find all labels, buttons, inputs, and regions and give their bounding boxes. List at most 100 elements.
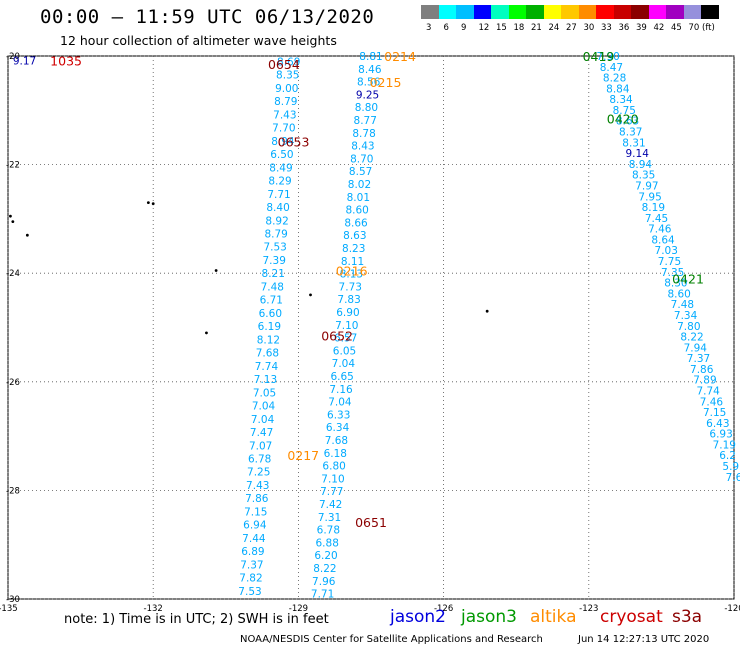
pass-time-label: 0419 (583, 49, 615, 64)
wave-height-value: 7.86 (690, 364, 714, 376)
wave-height-value: 7.15 (244, 506, 267, 518)
wave-height-value: 7.71 (311, 589, 334, 601)
wave-height-value: 8.13 (340, 269, 363, 281)
pass-time-label: 0215 (370, 75, 402, 90)
colorbar-swatch (508, 5, 526, 19)
colorbar-label: 36 (618, 23, 630, 33)
wave-height-value: 7.43 (273, 109, 296, 121)
wave-height-value: 7.10 (335, 320, 358, 332)
wave-height-value: 6.65 (330, 371, 353, 383)
wave-height-value: 7.44 (242, 533, 266, 545)
wave-height-value: 6.90 (336, 307, 359, 319)
pass-time-label: 0653 (278, 134, 310, 149)
lat-tick-label: -22 (6, 161, 20, 171)
wave-height-value: 7.70 (272, 123, 295, 135)
wave-height-value: 7.46 (648, 224, 672, 236)
wave-height-value: 8.22 (313, 563, 336, 575)
colorbar-label: 42 (653, 23, 665, 33)
wave-height-value: 7.94 (684, 342, 708, 354)
wave-height-value: 7.35 (661, 267, 684, 279)
wave-height-value: 6.19 (258, 321, 281, 333)
island-marker (485, 309, 489, 313)
colorbar-swatch (596, 5, 614, 19)
wave-height-value: 8.22 (680, 332, 703, 344)
pass-time-label: 0651 (355, 515, 387, 530)
colorbar-label: (ft) (702, 23, 715, 33)
wave-height-value: 7.04 (332, 358, 356, 370)
wave-height-value: 8.46 (358, 64, 382, 76)
island-marker (11, 220, 15, 224)
wave-height-value: 8.35 (276, 70, 299, 82)
lat-tick-label: -28 (6, 486, 20, 496)
wave-height-value: 8.23 (342, 243, 365, 255)
wave-height-value: 8.64 (651, 234, 675, 246)
lon-tick-label: -120 (724, 604, 740, 614)
island-marker (25, 233, 29, 237)
wave-height-value: 7.34 (674, 310, 698, 322)
colorbar-label: 15 (496, 23, 507, 33)
wave-height-value: 9.00 (275, 83, 298, 95)
wave-height-value: 5.9 (722, 461, 739, 473)
pass-time-label: 1035 (50, 53, 82, 68)
wave-height-value: 8.75 (613, 105, 636, 117)
colorbar-swatch (683, 5, 701, 19)
wave-height-value: 7.05 (253, 387, 276, 399)
wave-height-value: 7.37 (687, 353, 710, 365)
wave-height-value: 7.16 (329, 384, 353, 396)
wave-height-value: 8.49 (269, 162, 292, 174)
legend-cryosat: cryosat (600, 607, 663, 627)
legend-altika: altika (530, 607, 577, 627)
legend-jason2: jason2 (390, 607, 446, 627)
colorbar-label: 21 (531, 23, 542, 33)
colorbar-swatch (701, 5, 719, 19)
wave-height-value: 6.93 (709, 429, 732, 441)
map-frame (7, 55, 735, 600)
wave-height-value: 7.53 (263, 242, 286, 254)
wave-height-value: 7.75 (658, 256, 681, 268)
colorbar-label: 6 (443, 23, 449, 33)
wave-height-value: 8.94 (271, 136, 295, 148)
footer-note: note: 1) Time is in UTC; 2) SWH is in fe… (64, 612, 329, 627)
wave-height-value: 9.14 (626, 148, 650, 160)
colorbar-swatch (543, 5, 561, 19)
legend-jason3: jason3 (461, 607, 517, 627)
wave-height-value: 8.79 (274, 96, 297, 108)
wave-height-value: 6.60 (259, 308, 282, 320)
colorbar-label: 45 (671, 23, 682, 33)
wave-height-value: 8.60 (667, 288, 690, 300)
lat-tick-label: -24 (6, 269, 20, 279)
colorbar-swatch (421, 5, 439, 19)
wave-height-value: 7.04 (328, 397, 352, 409)
wave-height-value: 8.79 (264, 228, 287, 240)
wave-height-value: 8.92 (265, 215, 288, 227)
colorbar-swatch (578, 5, 596, 19)
wave-height-value: 6.78 (317, 525, 340, 537)
lon-tick-label: -129 (289, 604, 308, 614)
wave-height-value: 8.57 (349, 166, 372, 178)
wave-height-value: 9.25 (356, 89, 379, 101)
wave-height-value: 6.50 (270, 149, 293, 161)
wave-height-value: 7.04 (252, 401, 276, 413)
wave-height-value: 7.31 (318, 512, 341, 524)
page-title: 00:00 — 11:59 UTC 06/13/2020 (40, 6, 375, 28)
wave-height-value: 6.57 (334, 333, 357, 345)
lat-tick-label: -30 (6, 595, 20, 605)
wave-height-value: 7.82 (239, 573, 262, 585)
colorbar-swatch (648, 5, 666, 19)
wave-height-value: 7.48 (671, 299, 694, 311)
wave-height-value: 8.70 (350, 153, 373, 165)
wave-height-value: 8.40 (266, 202, 289, 214)
island-marker (151, 202, 155, 206)
island-marker (309, 293, 312, 297)
colorbar-label: 24 (548, 23, 560, 33)
pass-time-label: 0216 (336, 263, 368, 278)
wave-height-value: 8.43 (351, 141, 374, 153)
wave-height-value: 6.05 (333, 345, 356, 357)
colorbar-swatch (491, 5, 509, 19)
wave-height-value: 7.77 (320, 486, 343, 498)
wave-height-value: 7.53 (238, 586, 261, 598)
colorbar-swatch (666, 5, 684, 19)
wave-height-value: 8.37 (619, 127, 642, 139)
pass-time-label: 0420 (607, 111, 639, 126)
